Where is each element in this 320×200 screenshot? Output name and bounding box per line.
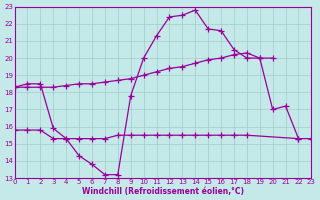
X-axis label: Windchill (Refroidissement éolien,°C): Windchill (Refroidissement éolien,°C): [82, 187, 244, 196]
